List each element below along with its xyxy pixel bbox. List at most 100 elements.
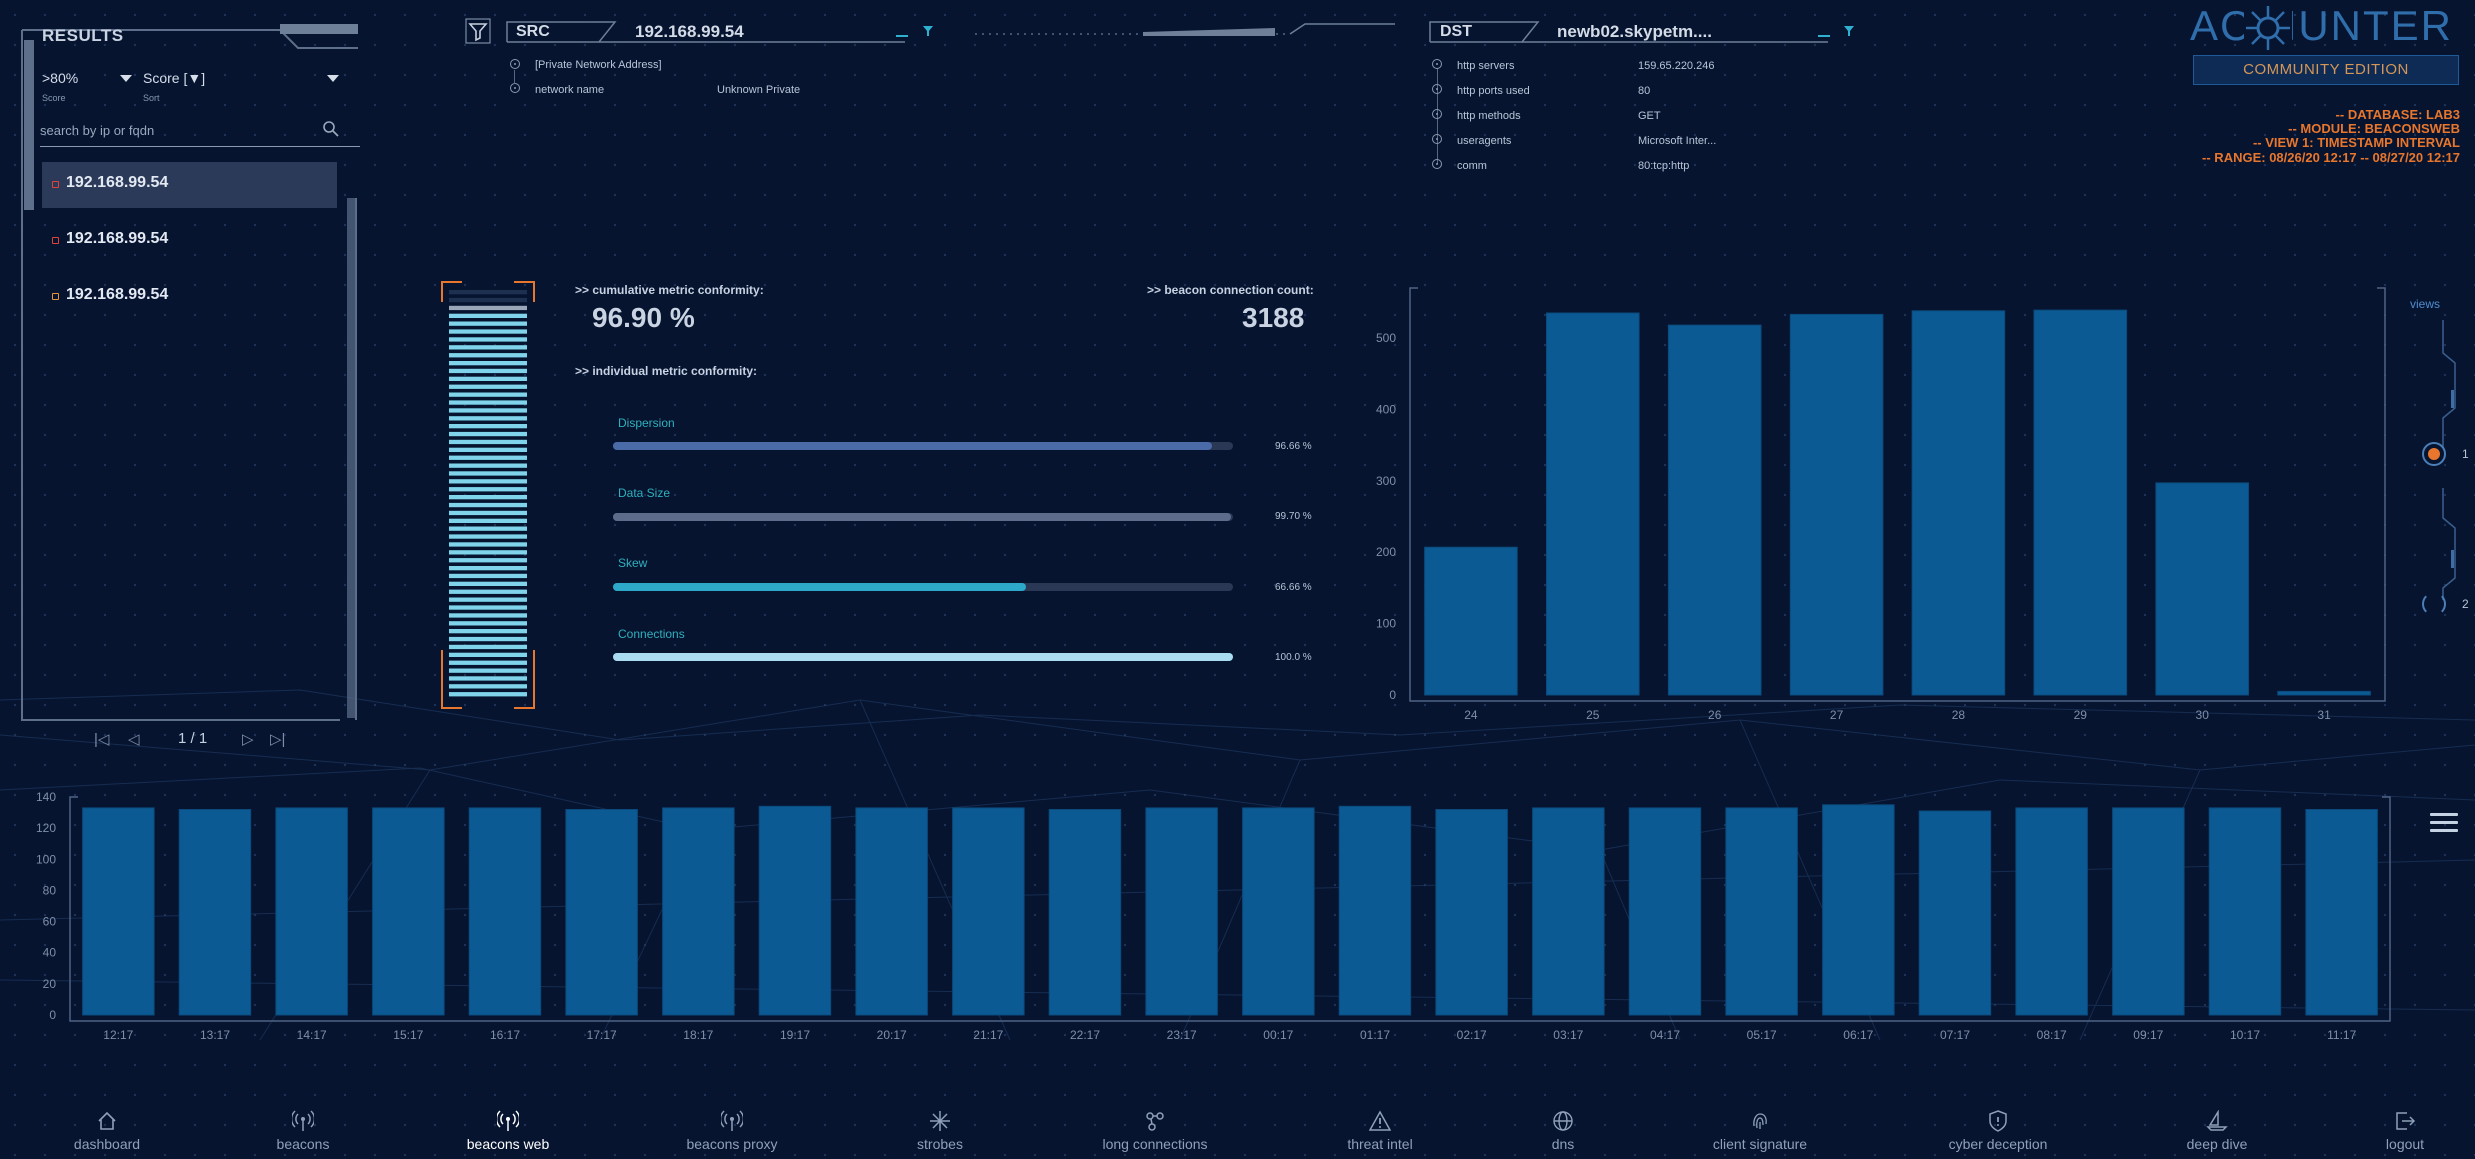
gauge-segment (449, 534, 527, 539)
chart-bar (1338, 805, 1412, 1016)
gauge-segment (449, 542, 527, 547)
chart-bar (662, 807, 735, 1016)
chart-bar (2015, 807, 2088, 1016)
src-field-line (514, 70, 515, 84)
search-input[interactable] (40, 115, 360, 147)
chart-frame (1409, 287, 2386, 702)
gauge-segment (449, 676, 527, 681)
x-tick-label: 04:17 (1650, 1028, 1680, 1042)
src-field-key: [Private Network Address] (535, 59, 662, 71)
page-indicator: 1 / 1 (178, 730, 208, 747)
nav-client-signature[interactable]: client signature (1700, 1110, 1820, 1156)
chart-bar (2277, 690, 2371, 696)
sort-dropdown[interactable]: Score [▼] (143, 70, 205, 86)
nav-beacons-proxy[interactable]: beacons proxy (682, 1110, 782, 1156)
x-tick-label: 14:17 (297, 1028, 327, 1042)
gauge-segment (449, 581, 527, 586)
nav-cyber-deception[interactable]: cyber deception (1938, 1110, 2058, 1156)
first-page-button[interactable]: |◁ (94, 731, 110, 748)
src-label: SRC (516, 23, 550, 40)
chart-bar (1546, 312, 1640, 696)
home-icon (98, 1111, 116, 1130)
chart-bar (2305, 809, 2378, 1016)
globe-icon (1553, 1111, 1573, 1131)
nav-dashboard[interactable]: dashboard (62, 1110, 152, 1156)
gauge-segment (449, 455, 527, 460)
next-page-button[interactable]: ▷ (242, 731, 254, 748)
gauge-segment (449, 313, 527, 318)
nav-threat-intel[interactable]: threat intel (1335, 1110, 1425, 1156)
funnel-icon[interactable] (922, 25, 934, 37)
chevron-down-icon[interactable] (120, 75, 132, 82)
fingerprint-icon (1753, 1113, 1767, 1129)
x-tick-label: 01:17 (1360, 1028, 1390, 1042)
src-value[interactable]: 192.168.99.54 (635, 22, 744, 41)
x-tick-label: 31 (2317, 708, 2331, 722)
score-filter-dropdown[interactable]: >80% (42, 70, 78, 86)
gauge-segment (449, 376, 527, 381)
logo-text: AC HUNTER (2190, 2, 2454, 49)
nav-beacons-web[interactable]: beacons web (458, 1110, 558, 1156)
metric-bar-fill (613, 653, 1233, 661)
search-icon[interactable] (322, 120, 340, 138)
gauge-segment (449, 487, 527, 492)
shield-icon (1989, 1110, 2007, 1132)
y-tick-label: 140 (36, 790, 56, 804)
bullet-icon (510, 59, 520, 69)
x-tick-label: 18:17 (683, 1028, 713, 1042)
chevron-down-icon[interactable] (327, 75, 339, 82)
gauge-segment (449, 558, 527, 563)
gauge-segment (449, 495, 527, 500)
src-field-key: network name (535, 84, 605, 96)
x-tick-label: 03:17 (1553, 1028, 1583, 1042)
nav-label: dns (1551, 1136, 1575, 1152)
range-slider[interactable] (975, 22, 1395, 44)
nav-label: deep dive (2186, 1136, 2248, 1152)
x-tick-label: 12:17 (103, 1028, 133, 1042)
nav-logout[interactable]: logout (2380, 1110, 2430, 1156)
x-tick-label: 22:17 (1070, 1028, 1100, 1042)
gauge-segment (449, 510, 527, 516)
nav-beacons[interactable]: beacons (258, 1110, 348, 1156)
view-option-1[interactable] (2422, 442, 2446, 466)
dst-collapse-icon[interactable] (1818, 35, 1830, 37)
x-tick-label: 19:17 (780, 1028, 810, 1042)
nav-long-connections[interactable]: long connections (1095, 1110, 1215, 1156)
filter-icon[interactable] (465, 18, 491, 44)
result-item[interactable]: 192.168.99.54 (42, 274, 337, 320)
dst-value[interactable]: newb02.skypetm.... (1557, 22, 1712, 41)
gauge-segment (449, 518, 527, 523)
metric-bar (613, 653, 1233, 661)
x-tick-label: 13:17 (200, 1028, 230, 1042)
y-tick-label: 0 (1389, 688, 1396, 702)
view-option-2[interactable] (2422, 592, 2446, 616)
gauge-segment (449, 361, 527, 366)
x-tick-label: 24 (1464, 708, 1478, 722)
metric-bar-fill (613, 513, 1232, 521)
nav-deep-dive[interactable]: deep dive (2172, 1110, 2262, 1156)
src-field-value: Unknown Private (717, 84, 801, 96)
funnel-icon[interactable] (1843, 25, 1855, 37)
metric-bar (613, 513, 1233, 521)
gauge-segment (449, 636, 527, 642)
db-info-line: -- MODULE: BEACONSWEB (2288, 121, 2460, 136)
nav-dns[interactable]: dns (1538, 1110, 1588, 1156)
gauge-segment (449, 447, 527, 452)
chart-bar (952, 807, 1025, 1016)
chart-bar (1789, 313, 1884, 696)
result-item[interactable]: 192.168.99.54 (42, 162, 337, 208)
db-info-line: -- VIEW 1: TIMESTAMP INTERVAL (2252, 135, 2460, 150)
chart-bar (1628, 807, 1702, 1016)
src-collapse-icon[interactable] (896, 35, 908, 37)
last-page-button[interactable]: ▷| (270, 731, 286, 748)
results-frame (21, 24, 358, 721)
nav-label: beacons web (466, 1136, 550, 1152)
menu-icon[interactable] (2430, 813, 2458, 835)
nav-label: client signature (1712, 1136, 1808, 1152)
nav-strobes[interactable]: strobes (895, 1110, 985, 1156)
prev-page-button[interactable]: ◁ (128, 731, 140, 748)
dst-field-value: 159.65.220.246 (1638, 60, 1715, 72)
dst-label: DST (1440, 23, 1472, 40)
dst-field-key: http methods (1457, 110, 1521, 122)
result-item[interactable]: 192.168.99.54 (42, 218, 337, 264)
